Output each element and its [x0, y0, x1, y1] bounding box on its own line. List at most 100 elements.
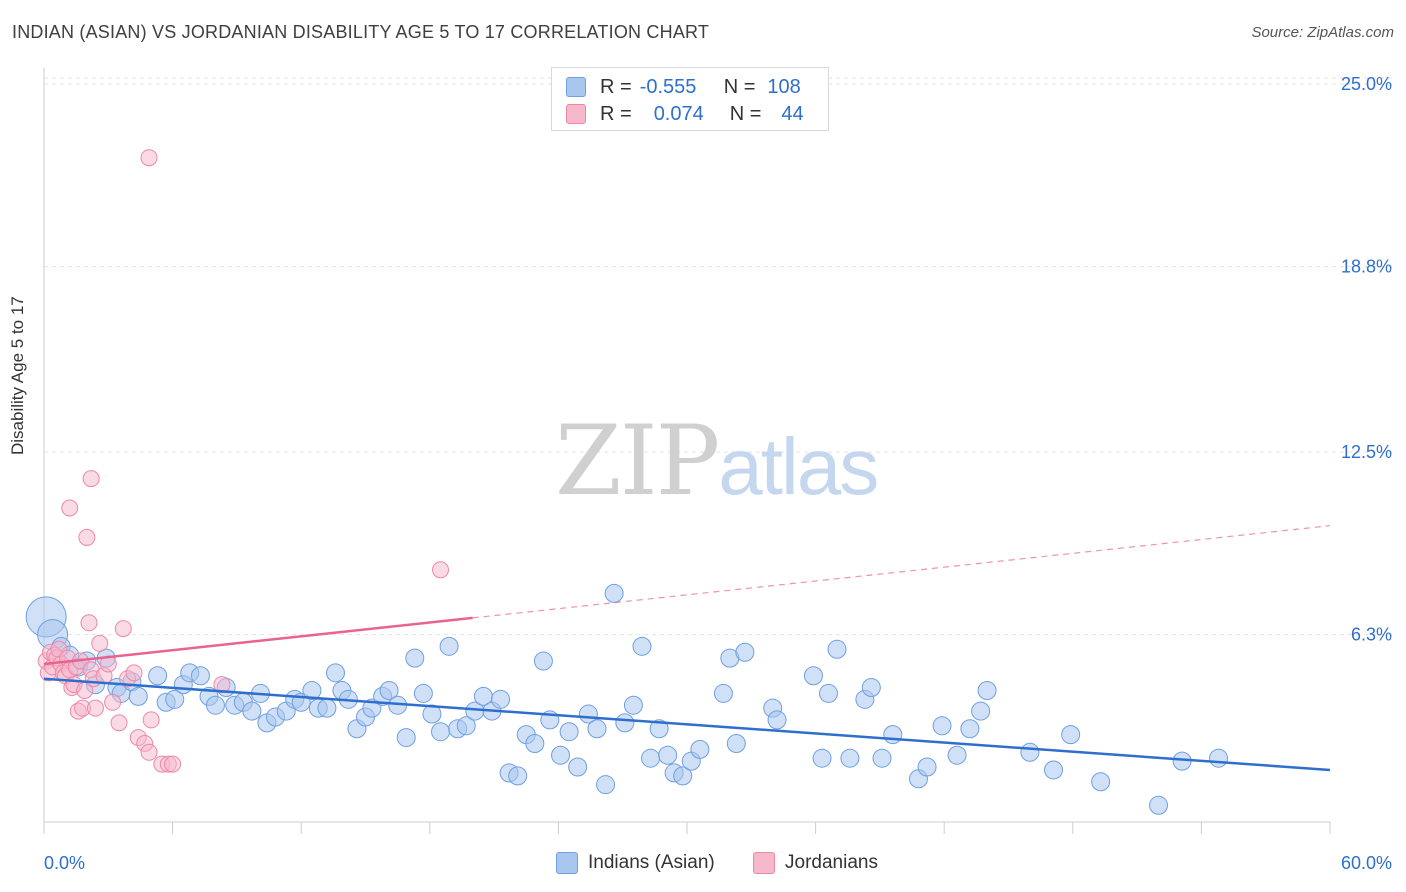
- indians-asian-point: [396, 728, 416, 748]
- legend-row-indians: R = -0.555 N = 108: [566, 75, 801, 99]
- jordanians-point: [142, 711, 160, 729]
- jordanians-point: [140, 149, 158, 167]
- jordanians-point: [164, 755, 182, 773]
- jordanians-points: [37, 149, 450, 773]
- indians-asian-point: [812, 748, 832, 768]
- indians-asian-point: [587, 719, 607, 739]
- legend-row-jordanians: R = 0.074 N = 44: [566, 102, 804, 126]
- indians-asian-point: [623, 695, 643, 715]
- trend-lines: [43, 525, 1331, 772]
- jordanians-point: [125, 664, 143, 682]
- indians-asian-point: [551, 745, 571, 765]
- series-swatch-pink: [753, 852, 775, 874]
- jordanians-point: [432, 561, 450, 579]
- indians-asian-point: [325, 663, 345, 683]
- jordanians-trend-extension: [472, 525, 1331, 619]
- legend-n-value: 108: [767, 75, 801, 98]
- series-legend: Indians (Asian) Jordanians: [0, 852, 1406, 878]
- indians-asian-point: [726, 733, 746, 753]
- indians-asian-point: [302, 680, 322, 700]
- legend-r-value: -0.555: [639, 75, 697, 98]
- watermark-atlas: atlas: [718, 422, 879, 511]
- series-label-jordanians: Jordanians: [785, 852, 878, 873]
- indians-asian-point: [658, 745, 678, 765]
- jordanians-point: [80, 614, 98, 632]
- legend-n-label: N =: [729, 102, 762, 125]
- indians-asian-point: [673, 766, 693, 786]
- indians-asian-point: [190, 666, 210, 686]
- indians-asian-point: [615, 713, 635, 733]
- jordanians-point: [61, 499, 79, 517]
- indians-asian-point: [883, 725, 903, 745]
- indians-asian-point: [596, 775, 616, 795]
- indians-asian-point: [932, 716, 952, 736]
- y-tick-label: 6.3%: [1351, 625, 1392, 645]
- indians-asian-point: [491, 689, 511, 709]
- indians-asian-point: [205, 695, 225, 715]
- indians-asian-point: [431, 722, 451, 742]
- indians-asian-point: [1020, 742, 1040, 762]
- jordanians-point: [82, 470, 100, 488]
- tick-labels: 6.3% 12.5% 18.8% 25.0% 0.0% 60.0%: [44, 74, 1392, 873]
- indians-asian-point: [148, 666, 168, 686]
- legend-n-value: 44: [781, 102, 804, 125]
- legend-swatch-blue: [566, 77, 586, 97]
- x-tick-label-min: 0.0%: [44, 853, 85, 873]
- y-tick-label: 18.8%: [1341, 257, 1392, 277]
- indians-asian-point: [508, 766, 528, 786]
- indians-asian-point: [861, 678, 881, 698]
- indians-asian-point: [568, 757, 588, 777]
- indians-asian-point: [840, 748, 860, 768]
- jordanians-point: [86, 699, 104, 717]
- indians-asian-point: [362, 698, 382, 718]
- watermark-zip: ZIP: [555, 405, 720, 517]
- legend-swatch-pink: [566, 104, 586, 124]
- indians-asian-point: [767, 710, 787, 730]
- jordanians-point: [110, 714, 128, 732]
- indians-asian-point: [559, 722, 579, 742]
- jordanians-point: [91, 634, 109, 652]
- indians-asian-trend-line: [43, 677, 1331, 772]
- indians-asian-point: [533, 651, 553, 671]
- indians-asian-point: [917, 757, 937, 777]
- jordanians-trend-line: [43, 616, 473, 666]
- indians-asian-point: [379, 680, 399, 700]
- indians-asian-point: [1061, 725, 1081, 745]
- jordanians-point: [213, 676, 231, 694]
- y-axis-label: Disability Age 5 to 17: [8, 296, 27, 455]
- watermark: ZIPatlas: [555, 405, 879, 517]
- indians-asian-point: [1044, 760, 1064, 780]
- x-tick-label-max: 60.0%: [1341, 853, 1392, 873]
- indians-asian-points: [25, 583, 1229, 815]
- y-tick-label: 25.0%: [1341, 74, 1392, 94]
- series-legend-indians[interactable]: Indians (Asian): [556, 852, 715, 874]
- series-label-indians: Indians (Asian): [588, 852, 715, 873]
- legend-r-label: R =: [600, 102, 632, 125]
- axes: [43, 68, 1331, 834]
- stats-legend: R = -0.555 N = 108 R = 0.074 N = 44: [551, 67, 829, 131]
- indians-asian-point: [713, 683, 733, 703]
- indians-asian-point: [1209, 748, 1229, 768]
- indians-asian-point: [827, 639, 847, 659]
- indians-asian-point: [872, 748, 892, 768]
- indians-asian-point: [456, 716, 476, 736]
- indians-asian-point: [165, 689, 185, 709]
- indians-asian-point: [632, 636, 652, 656]
- indians-asian-point: [317, 698, 337, 718]
- series-swatch-blue: [556, 852, 578, 874]
- legend-r-value: 0.074: [653, 102, 704, 125]
- indians-asian-point: [1149, 795, 1169, 815]
- indians-asian-point: [649, 719, 669, 739]
- indians-asian-point: [735, 642, 755, 662]
- indians-asian-point: [818, 683, 838, 703]
- y-tick-label: 12.5%: [1341, 442, 1392, 462]
- indians-asian-point: [960, 719, 980, 739]
- indians-asian-point: [604, 583, 624, 603]
- indians-asian-point: [803, 666, 823, 686]
- indians-asian-point: [525, 733, 545, 753]
- indians-asian-point: [413, 683, 433, 703]
- series-legend-jordanians[interactable]: Jordanians: [753, 852, 878, 874]
- indians-asian-point: [641, 748, 661, 768]
- chart-title: INDIAN (ASIAN) VS JORDANIAN DISABILITY A…: [12, 22, 710, 42]
- indians-asian-point: [128, 686, 148, 706]
